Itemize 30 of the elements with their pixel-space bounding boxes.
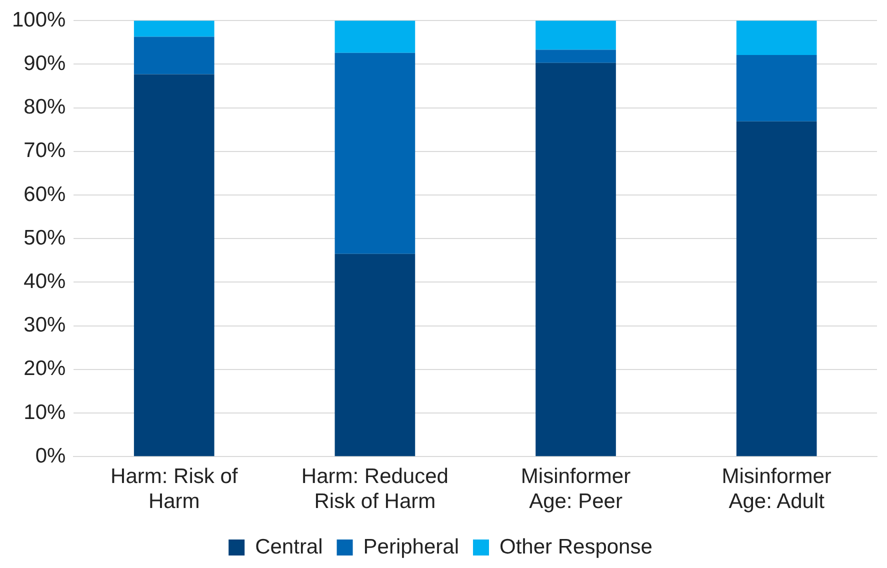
bar (536, 20, 616, 50)
bar (134, 74, 214, 456)
bar (536, 50, 616, 63)
y-tick-label: 60% (24, 182, 66, 206)
bar (334, 52, 416, 254)
y-tick-label: 30% (24, 314, 66, 337)
y-tick-label: 70% (24, 139, 66, 162)
y-tick-label: 20% (24, 357, 66, 380)
y-tick-label: 80% (24, 96, 66, 119)
bar (536, 62, 616, 456)
y-tick-label: 10% (24, 400, 66, 424)
x-tick-label: Harm: Reduced Risk of Harm (301, 464, 448, 514)
legend-label: Peripheral (363, 535, 460, 558)
x-tick-label: Misinformer Age: Adult (722, 464, 832, 514)
bar (736, 20, 817, 56)
y-tick-label: 90% (24, 52, 66, 75)
x-tick-label: Misinformer Age: Peer (520, 464, 631, 514)
bar (736, 55, 817, 122)
legend-label: Central (255, 535, 323, 558)
y-tick-label: 50% (24, 226, 66, 250)
y-tick-label: 0% (35, 444, 66, 468)
bar (134, 20, 214, 37)
bar (736, 121, 817, 456)
y-tick-label: 40% (24, 270, 66, 293)
bar (134, 36, 214, 74)
bar (334, 20, 416, 53)
legend-label: Other Response (500, 535, 652, 558)
bar (334, 254, 416, 456)
y-tick-label: 100% (12, 8, 66, 32)
x-tick-label: Harm: Risk of Harm (110, 464, 238, 514)
